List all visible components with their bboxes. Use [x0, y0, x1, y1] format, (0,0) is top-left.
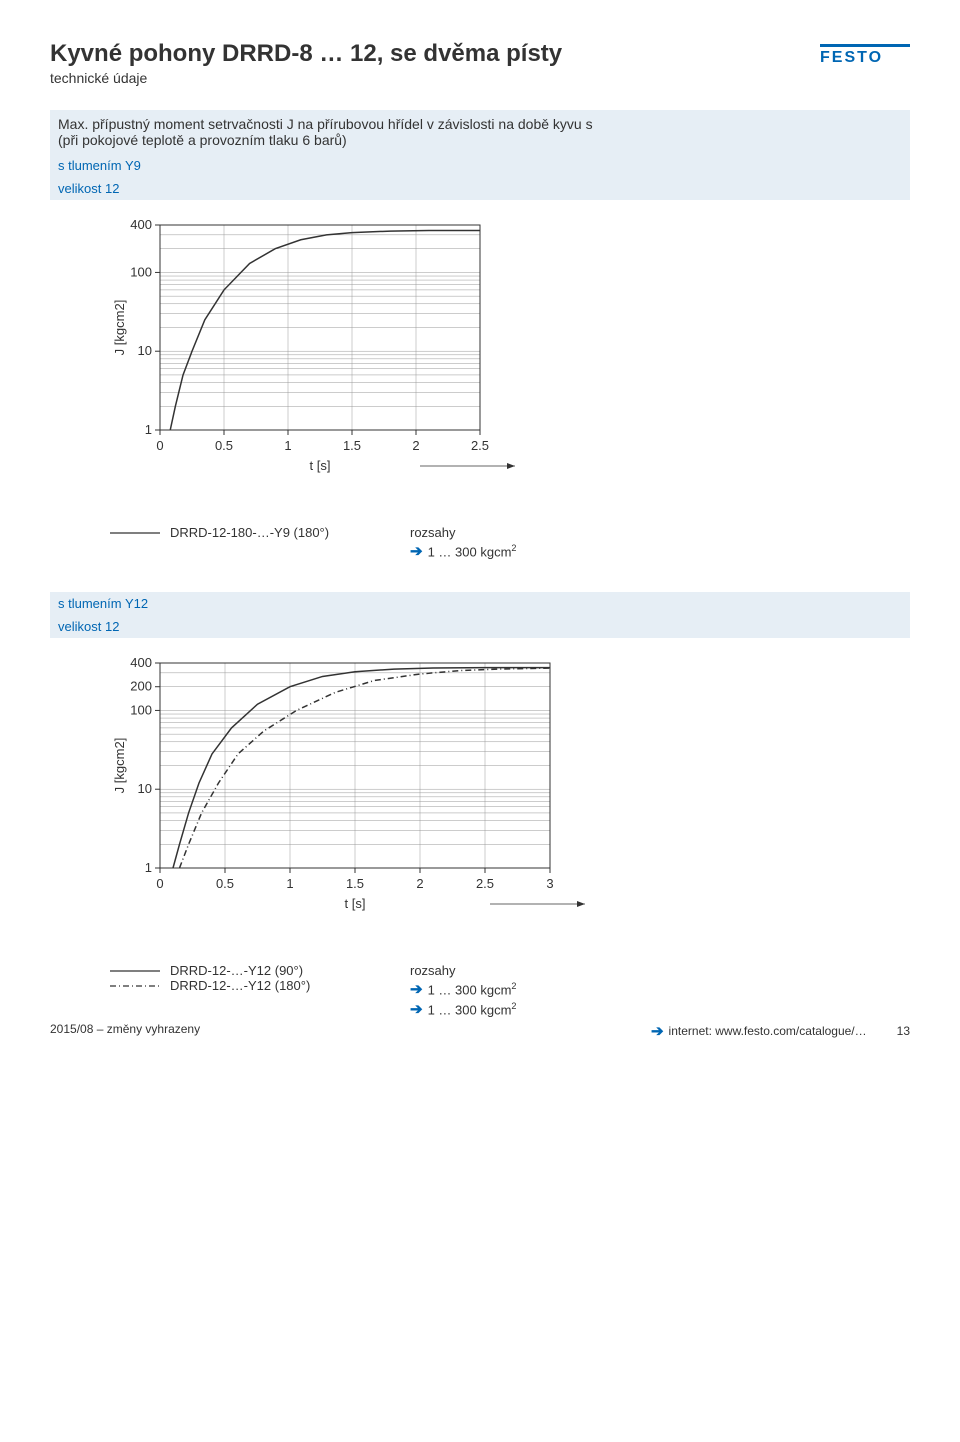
svg-text:0: 0: [156, 876, 163, 891]
svg-text:1.5: 1.5: [346, 876, 364, 891]
section-header: Max. přípustný moment setrvačnosti J na …: [50, 110, 910, 154]
arrow-icon: ➔: [651, 1022, 664, 1040]
chart2: 1 10 100 200 400 0 0.5 1 1.5 2 2.5 3 t [s] J [kgcm2]: [110, 653, 620, 933]
legend-line-icon: [110, 527, 160, 539]
chart2-damping-label: s tlumením Y12: [58, 596, 358, 611]
chart1-container: 1 10 100 400 0 0.5 1 1.5 2 2.5 t [s] J [kgcm2]: [50, 200, 910, 505]
svg-text:1: 1: [284, 438, 291, 453]
svg-text:200: 200: [130, 679, 152, 694]
svg-text:J [kgcm2]: J [kgcm2]: [112, 738, 127, 794]
svg-text:1: 1: [145, 860, 152, 875]
chart1-legend-items: DRRD-12-180-…-Y9 (180°): [110, 525, 410, 540]
legend-line-icon: [110, 965, 160, 977]
footer-url: internet: www.festo.com/catalogue/…: [669, 1024, 867, 1038]
chart1-legend-row: DRRD-12-180-…-Y9 (180°) rozsahy ➔1 … 300…: [50, 525, 910, 562]
range-value: ➔1 … 300 kgcm2: [410, 980, 516, 998]
svg-text:400: 400: [130, 655, 152, 670]
svg-text:2: 2: [412, 438, 419, 453]
chart1-size-row: velikost 12: [50, 177, 910, 200]
svg-text:3: 3: [546, 876, 553, 891]
legend-item: DRRD-12-…-Y12 (180°): [110, 978, 370, 993]
chart2-legend-items: DRRD-12-…-Y12 (90°)DRRD-12-…-Y12 (180°): [110, 963, 410, 993]
section-line2: (při pokojové teplotě a provozním tlaku …: [58, 132, 902, 148]
svg-text:1.5: 1.5: [343, 438, 361, 453]
arrow-icon: ➔: [410, 1000, 423, 1018]
chart1-size-label: velikost 12: [58, 181, 358, 196]
legend-item: DRRD-12-180-…-Y9 (180°): [110, 525, 370, 540]
arrow-icon: ➔: [410, 980, 423, 998]
arrow-icon: ➔: [410, 542, 423, 560]
chart1-damping-label: s tlumením Y9: [58, 158, 358, 173]
legend-label: DRRD-12-…-Y12 (90°): [170, 963, 303, 978]
footer-page: 13: [897, 1024, 910, 1038]
page-subtitle: technické údaje: [50, 70, 562, 86]
chart2-legend-row: DRRD-12-…-Y12 (90°)DRRD-12-…-Y12 (180°) …: [50, 963, 910, 1020]
svg-text:1: 1: [145, 422, 152, 437]
svg-text:0.5: 0.5: [215, 438, 233, 453]
legend-item: DRRD-12-…-Y12 (90°): [110, 963, 370, 978]
svg-text:10: 10: [138, 781, 152, 796]
festo-logo: FESTO: [820, 40, 910, 64]
svg-text:400: 400: [130, 217, 152, 232]
chart2-container: 1 10 100 200 400 0 0.5 1 1.5 2 2.5 3 t [s] J [kgcm2]: [50, 638, 910, 943]
svg-text:J [kgcm2]: J [kgcm2]: [112, 300, 127, 356]
svg-text:FESTO: FESTO: [820, 49, 883, 64]
svg-text:0: 0: [156, 438, 163, 453]
page-header: Kyvné pohony DRRD-8 … 12, se dvěma písty…: [50, 40, 910, 86]
svg-text:0.5: 0.5: [216, 876, 234, 891]
svg-text:2.5: 2.5: [476, 876, 494, 891]
page-title: Kyvné pohony DRRD-8 … 12, se dvěma písty: [50, 40, 562, 68]
chart2-ranges: rozsahy ➔1 … 300 kgcm2 ➔1 … 300 kgcm2: [410, 963, 516, 1020]
svg-text:100: 100: [130, 702, 152, 717]
title-block: Kyvné pohony DRRD-8 … 12, se dvěma písty…: [50, 40, 562, 86]
page-footer: 2015/08 – změny vyhrazeny ➔ internet: ww…: [50, 1022, 910, 1040]
svg-text:t [s]: t [s]: [345, 896, 366, 911]
footer-left: 2015/08 – změny vyhrazeny: [50, 1022, 200, 1040]
range-value: ➔1 … 300 kgcm2: [410, 542, 516, 560]
svg-text:2.5: 2.5: [471, 438, 489, 453]
svg-text:10: 10: [138, 343, 152, 358]
svg-text:2: 2: [416, 876, 423, 891]
range-value: ➔1 … 300 kgcm2: [410, 1000, 516, 1018]
chart1-ranges: rozsahy ➔1 … 300 kgcm2: [410, 525, 516, 562]
chart2-size-label: velikost 12: [58, 619, 358, 634]
legend-label: DRRD-12-…-Y12 (180°): [170, 978, 310, 993]
svg-text:t [s]: t [s]: [310, 458, 331, 473]
legend-label: DRRD-12-180-…-Y9 (180°): [170, 525, 329, 540]
chart1-sub-header: s tlumením Y9: [50, 154, 910, 177]
svg-text:100: 100: [130, 264, 152, 279]
ranges-title: rozsahy: [410, 963, 516, 978]
footer-right: ➔ internet: www.festo.com/catalogue/… 13: [651, 1022, 910, 1040]
chart2-size-row: velikost 12: [50, 615, 910, 638]
chart1: 1 10 100 400 0 0.5 1 1.5 2 2.5 t [s] J [kgcm2]: [110, 215, 550, 495]
section-line1: Max. přípustný moment setrvačnosti J na …: [58, 116, 902, 132]
chart2-sub-header: s tlumením Y12: [50, 592, 910, 615]
ranges-title: rozsahy: [410, 525, 516, 540]
legend-line-icon: [110, 980, 160, 992]
svg-text:1: 1: [286, 876, 293, 891]
